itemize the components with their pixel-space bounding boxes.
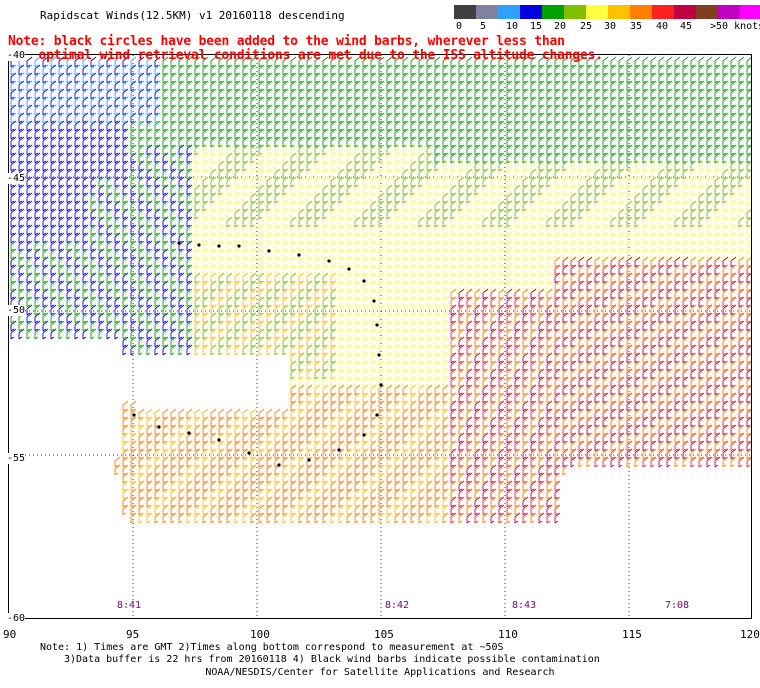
legend-label: >50 knots [710,21,760,32]
legend-swatch [608,5,630,19]
legend-swatch [454,5,476,19]
legend-label: 30 [604,21,617,32]
legend-swatch [564,5,586,19]
legend-swatch [542,5,564,19]
legend-label: 35 [630,21,643,32]
map-title: Rapidscat Winds(12.5KM) v1 20160118 desc… [40,9,345,22]
lat-label-60: -60 [7,613,26,624]
pass-time-4: 7:08 [665,600,690,611]
legend-swatch [718,5,740,19]
lat-label-40: -40 [7,50,26,61]
legend-swatch [674,5,696,19]
legend-swatch [476,5,498,19]
lon-label-90: 90 [3,628,17,641]
lat-label-50: -50 [7,305,26,316]
lon-label-115: 115 [622,628,642,641]
legend-swatch [520,5,542,19]
legend-swatch [630,5,652,19]
legend-swatch [498,5,520,19]
wind-barb-field [9,55,751,618]
lon-label-120: 120 [740,628,760,641]
legend-swatch [586,5,608,19]
pass-time-2: 8:42 [385,600,410,611]
legend-swatch [740,5,760,19]
footnote-line-2: 3)Data buffer is 22 hrs from 20160118 4)… [64,654,600,665]
legend-label: 40 [656,21,669,32]
lon-label-105: 105 [374,628,394,641]
legend-label: 0 [456,21,463,32]
note-line-1: Note: black circles have been added to t… [8,34,565,49]
legend-swatch [652,5,674,19]
legend-swatch [696,5,718,19]
wind-map [8,54,752,619]
lon-label-95: 95 [126,628,140,641]
legend-label: 5 [480,21,487,32]
legend-label: 15 [530,21,543,32]
color-scale-legend [454,5,760,19]
lon-label-100: 100 [250,628,270,641]
footnote-line-1: Note: 1) Times are GMT 2)Times along bot… [40,642,504,653]
lat-label-45: -45 [7,173,26,184]
pass-time-1: 8:41 [117,600,142,611]
legend-label: 25 [580,21,593,32]
legend-label: 20 [554,21,567,32]
pass-time-3: 8:43 [512,600,537,611]
note-line-2: optimal wind retrieval conditions are me… [38,48,604,63]
lon-label-110: 110 [498,628,518,641]
lat-label-55: -55 [7,453,26,464]
legend-label: 45 [680,21,693,32]
red-note: Note: black circles have been added to t… [8,35,603,63]
credit-line: NOAA/NESDIS/Center for Satellite Applica… [205,667,555,678]
legend-label: 10 [506,21,519,32]
